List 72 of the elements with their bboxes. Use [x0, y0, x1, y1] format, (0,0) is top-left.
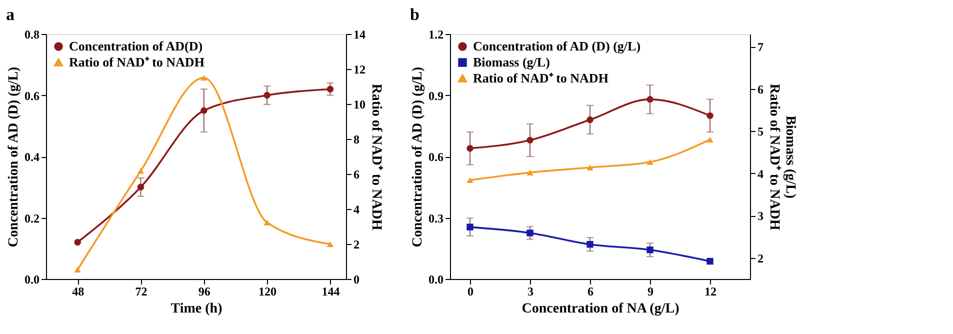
- point: [466, 224, 474, 230]
- x-tick-label: 96: [198, 284, 210, 298]
- y-tick-label: 0.2: [24, 211, 40, 226]
- y2-tick-label: 6: [354, 168, 360, 182]
- legend-label: Concentration of AD(D): [69, 38, 203, 54]
- point: [586, 116, 594, 124]
- point: [646, 96, 654, 103]
- point: [646, 246, 654, 254]
- point: [466, 144, 474, 152]
- x-tick-label: 48: [72, 284, 84, 298]
- point: [74, 238, 81, 246]
- x-tick-label: 9: [648, 284, 654, 298]
- y2-tick-label: 4: [354, 202, 360, 216]
- x-tick-label: 3: [528, 284, 534, 298]
- y2-tick-label: 14: [354, 28, 366, 42]
- y2-tick-label: 2: [758, 251, 764, 266]
- y-tick-label: 0.3: [428, 211, 444, 226]
- y-tick-label: 0.8: [24, 28, 40, 42]
- point: [264, 220, 270, 226]
- x-tick-label: 6: [588, 284, 594, 298]
- y2-tick-label: 7: [758, 40, 764, 54]
- x-tick-label: 72: [135, 284, 148, 298]
- x-tick-label: 0: [468, 284, 474, 298]
- point: [326, 86, 334, 92]
- point: [706, 136, 714, 143]
- point: [526, 136, 534, 144]
- y2-tick-label: 2: [354, 238, 360, 252]
- point: [200, 74, 208, 81]
- point: [586, 241, 594, 248]
- y-tick-label: 1.2: [428, 28, 444, 42]
- x-axis-title: Time (h): [170, 302, 223, 316]
- y-tick-label: 0.6: [428, 150, 444, 164]
- y-tick-label: 0.9: [428, 88, 444, 103]
- chart-title: b: [410, 5, 420, 24]
- y2-tick-label: 10: [354, 98, 366, 112]
- point: [137, 168, 144, 174]
- x-tick-label: 120: [258, 284, 277, 298]
- point: [526, 230, 534, 236]
- point: [74, 266, 81, 272]
- point: [526, 170, 534, 176]
- chart-title: a: [6, 5, 15, 24]
- point: [264, 92, 270, 99]
- point: [586, 164, 594, 170]
- y2-tick-label: 4: [758, 166, 764, 181]
- y2-tick-label: 6: [758, 82, 764, 96]
- point: [706, 112, 714, 120]
- legend-label: Ratio of NAD⁺ to NADH: [69, 54, 204, 70]
- legend-label: Biomass (g/L): [473, 54, 550, 70]
- x-tick-label: 12: [704, 284, 716, 298]
- point: [466, 177, 474, 184]
- y-tick-label: 0.4: [24, 150, 40, 164]
- point: [706, 258, 714, 265]
- y2-axis-title: Ratio of NAD⁺ to NADH: [368, 84, 384, 230]
- legend-label: Ratio of NAD⁺ to NADH: [473, 70, 608, 86]
- y-tick-label: 0.6: [24, 88, 40, 103]
- legend-label: Concentration of AD (D) (g/L): [473, 38, 641, 54]
- point: [200, 107, 208, 114]
- y2-tick-label: 12: [354, 62, 366, 76]
- y2-tick-label: 3: [758, 209, 764, 224]
- x-axis-title: Concentration of NA (g/L): [522, 302, 680, 316]
- point: [646, 159, 654, 165]
- y-tick-label: 0.0: [24, 272, 40, 286]
- point: [326, 241, 334, 248]
- y-tick-label: 0.0: [428, 272, 444, 286]
- y2-tick-label: 8: [354, 132, 360, 146]
- y-axis-title: Concentration of AD (D) (g/L): [6, 66, 22, 248]
- y2-tick-label: 0: [354, 272, 360, 286]
- y2-tick-label: 5: [758, 124, 764, 139]
- x-tick-label: 144: [322, 284, 340, 298]
- point: [137, 184, 144, 190]
- y2-axis-title: Biomass (g/L) Ratio of NAD⁺ to NADH: [766, 84, 798, 230]
- y-axis-title: Concentration of AD (D) (g/L): [410, 66, 426, 248]
